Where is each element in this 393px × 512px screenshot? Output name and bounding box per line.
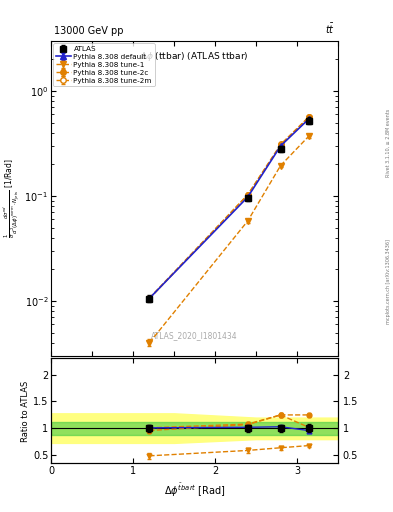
Legend: ATLAS, Pythia 8.308 default, Pythia 8.308 tune-1, Pythia 8.308 tune-2c, Pythia 8: ATLAS, Pythia 8.308 default, Pythia 8.30… xyxy=(53,43,155,87)
Text: Rivet 3.1.10, ≥ 2.8M events: Rivet 3.1.10, ≥ 2.8M events xyxy=(386,109,391,178)
X-axis label: $\Delta\phi^{\bar{t}bar{t}}$ [Rad]: $\Delta\phi^{\bar{t}bar{t}}$ [Rad] xyxy=(164,482,225,499)
Text: $t\bar{t}$: $t\bar{t}$ xyxy=(325,22,335,36)
Text: 13000 GeV pp: 13000 GeV pp xyxy=(54,26,123,36)
Y-axis label: Ratio to ATLAS: Ratio to ATLAS xyxy=(21,380,30,441)
Text: $\Delta\phi$ (ttbar) (ATLAS ttbar): $\Delta\phi$ (ttbar) (ATLAS ttbar) xyxy=(140,50,249,63)
Text: ATLAS_2020_I1801434: ATLAS_2020_I1801434 xyxy=(151,331,238,340)
Y-axis label: $\frac{1}{\sigma}\frac{d\sigma^{nd}}{d^2(\Delta\phi)^{norm}\cdot N_{jets}}$ [1/R: $\frac{1}{\sigma}\frac{d\sigma^{nd}}{d^2… xyxy=(2,159,22,238)
Text: mcplots.cern.ch [arXiv:1306.3436]: mcplots.cern.ch [arXiv:1306.3436] xyxy=(386,239,391,324)
